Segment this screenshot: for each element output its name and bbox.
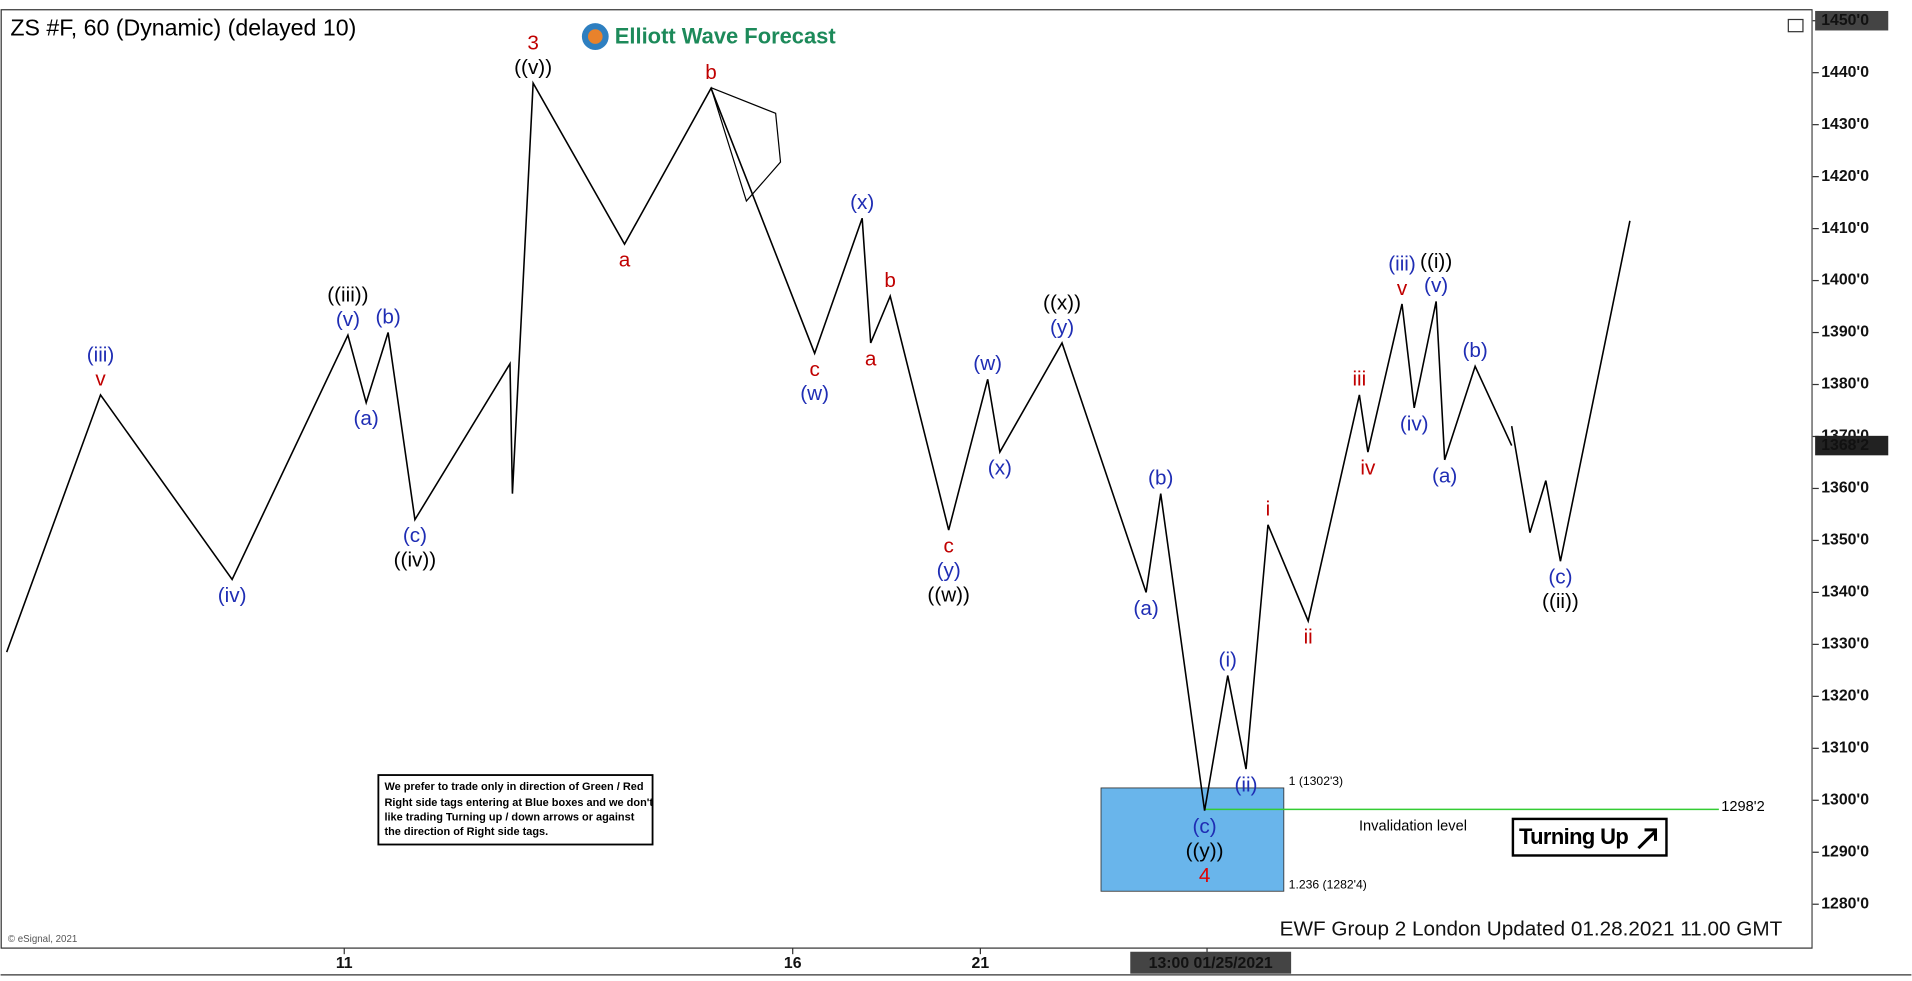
wave-label: ((ii)) [1542, 590, 1579, 613]
price-line [5, 80, 1513, 811]
wave-label: (iv) [1400, 412, 1429, 435]
wave-label: ((w)) [927, 583, 970, 606]
wave-label: b [705, 61, 717, 84]
logo: Elliott Wave Forecast [581, 23, 837, 50]
y-tick-label: 1320'0 [1821, 688, 1869, 705]
wave-label: (v) [336, 308, 360, 331]
wave-label: (a) [1432, 464, 1457, 487]
footer: EWF Group 2 London Updated 01.28.2021 11… [1280, 917, 1783, 940]
last-price-label: 1368'2 [1821, 437, 1869, 454]
wave-label: v [1397, 277, 1408, 300]
wave-label: (iii) [87, 343, 115, 366]
window-button[interactable] [1787, 18, 1804, 33]
wave-label: iii [1352, 368, 1366, 391]
x-tick-label: 13:00 01/25/2021 [1149, 955, 1273, 972]
logo-icon-inner [587, 29, 603, 44]
wave-label: b [884, 269, 896, 292]
signal-text: Turning Up [1519, 824, 1628, 849]
wave-label: ((v)) [514, 56, 552, 79]
box-bottom-label: 1.236 (1282'4) [1289, 877, 1367, 891]
y-tick-label: 1280'0 [1821, 895, 1869, 912]
note-line: like trading Turning up / down arrows or… [384, 812, 634, 824]
wave-label: (y) [1050, 316, 1074, 339]
wave-label: (c) [1548, 566, 1572, 589]
y-tick-label: 1400'0 [1821, 272, 1869, 289]
wave-label: (c) [403, 524, 427, 547]
plot-frame [0, 9, 1813, 949]
wave-label: (iv) [218, 584, 247, 607]
y-tick-label: 1300'0 [1821, 791, 1869, 808]
signal-frame [1511, 817, 1668, 857]
wave-label: (x) [988, 457, 1012, 480]
wave-label: ((y)) [1186, 840, 1224, 863]
wave-label: c [944, 535, 954, 558]
y-tick-label: 1450'0 [1821, 12, 1869, 29]
wave-label: (x) [850, 191, 874, 214]
wave-label: ((x)) [1043, 291, 1081, 314]
signal-badge: Turning Up [1511, 817, 1668, 857]
box-top-label: 1 (1302'3) [1289, 774, 1343, 788]
wave-label: 3 [527, 32, 539, 55]
note-box: We prefer to trade only in direction of … [377, 774, 654, 846]
note-frame [377, 774, 654, 846]
credit: © eSignal, 2021 [8, 934, 77, 945]
last-price-box [1815, 435, 1889, 456]
wave-label: (w) [973, 352, 1002, 375]
wave-label: (a) [354, 407, 379, 430]
y-tick-label: 1420'0 [1821, 168, 1869, 185]
y-tick-label: 1350'0 [1821, 532, 1869, 549]
chart-title: ZS #F, 60 (Dynamic) (delayed 10) [10, 14, 356, 40]
signal-arrow [1637, 828, 1658, 850]
invalidation-value: 1298'2 [1721, 799, 1764, 815]
price-axis [1812, 0, 1912, 981]
wave-label: (iii) [1388, 252, 1416, 275]
wave-label: 4 [1199, 864, 1211, 887]
wave-label: ii [1304, 626, 1313, 649]
y-tick-label: 1440'0 [1821, 64, 1869, 81]
y-tick-label: 1430'0 [1821, 116, 1869, 133]
wave-label: (c) [1193, 815, 1217, 838]
y-tick-label: 1410'0 [1821, 220, 1869, 237]
wave-label: i [1266, 498, 1271, 521]
y-tick-label: 1310'0 [1821, 740, 1869, 757]
wave-label: (b) [1148, 466, 1173, 489]
wave-label: (b) [375, 305, 400, 328]
y-tick-label: 1380'0 [1821, 376, 1869, 393]
wave-label: a [865, 347, 877, 370]
y-tick-label: 1390'0 [1821, 324, 1869, 341]
y-tick-label: 1330'0 [1821, 636, 1869, 653]
wave-label: (i) [1219, 648, 1237, 671]
x-tick-highlight [1130, 951, 1292, 974]
y-tick-label: 1340'0 [1821, 584, 1869, 601]
note-line: the direction of Right side tags. [384, 826, 548, 838]
wave-label: (y) [937, 559, 961, 582]
blue-box [1100, 787, 1285, 892]
wave-label: (b) [1462, 339, 1487, 362]
logo-text: Elliott Wave Forecast [615, 24, 837, 49]
wave-label: ((i)) [1420, 250, 1452, 273]
triangle-pattern [710, 87, 782, 203]
wave-label: a [619, 249, 631, 272]
invalidation-text: Invalidation level [1359, 818, 1467, 834]
wave-label: iv [1360, 457, 1376, 480]
wave-label: (w) [800, 382, 829, 405]
x-tick-label: 21 [972, 955, 990, 972]
y-tick-label: 1290'0 [1821, 843, 1869, 860]
note-line: We prefer to trade only in direction of … [384, 781, 643, 793]
wave-label: v [95, 368, 106, 391]
wave-label: (a) [1133, 597, 1158, 620]
wave-label: (ii) [1235, 774, 1258, 797]
wave-label: ((iii)) [327, 284, 368, 307]
price-line [1510, 220, 1631, 562]
x-tick-label: 16 [784, 955, 802, 972]
wave-label: ((iv)) [394, 549, 437, 572]
y-tick-label: 1360'0 [1821, 480, 1869, 497]
y-tick-highlight [1815, 10, 1889, 31]
wave-label: c [809, 358, 819, 381]
wave-label: (v) [1424, 274, 1448, 297]
note-line: Right side tags entering at Blue boxes a… [384, 797, 653, 809]
x-tick-label: 11 [336, 955, 353, 972]
